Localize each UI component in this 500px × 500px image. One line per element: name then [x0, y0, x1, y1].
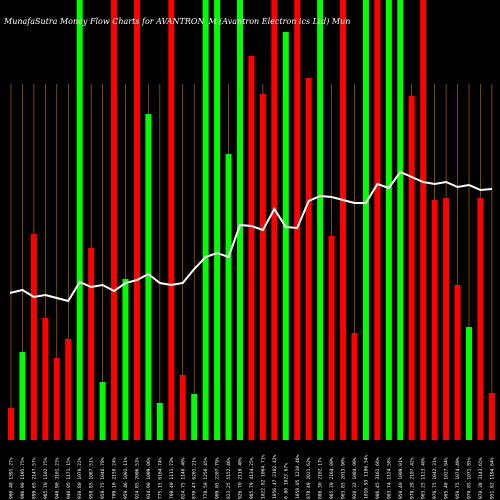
- bar: [385, 0, 392, 440]
- bar: [19, 352, 26, 440]
- x-tick-label: 1058.05 1210.46%: [295, 455, 301, 499]
- bar: [99, 382, 106, 440]
- x-tick-label: 950.75 1074.49%: [455, 457, 461, 499]
- bar: [317, 0, 324, 440]
- bar: [191, 394, 198, 440]
- x-tick-label: 940.05 1171.15%: [66, 457, 72, 499]
- bar: [145, 114, 152, 440]
- x-tick-label: 903.74 1124.58%: [386, 457, 392, 499]
- bar: [30, 234, 37, 440]
- bar: [340, 0, 347, 440]
- bar: [443, 198, 450, 440]
- bar: [202, 0, 209, 440]
- chart-title: MunafaSutra Money Flow Charts for AVANTR…: [3, 17, 350, 26]
- bar: [420, 0, 427, 440]
- x-tick-label: 920.32 1084.09%: [352, 457, 358, 499]
- bar: [477, 198, 484, 440]
- bar: [271, 0, 278, 440]
- x-tick-label: 900.40 1391.27%: [9, 457, 15, 499]
- bar: [408, 96, 415, 440]
- x-tick-label: 899.65 2147.57%: [31, 457, 37, 499]
- x-tick-label: 769.40 1111.73%: [169, 457, 175, 499]
- x-tick-label: 970.85 1071.85%: [467, 457, 473, 499]
- x-tick-label: 906.45 3161.66%: [375, 457, 381, 499]
- bar: [282, 32, 289, 440]
- bar: [133, 0, 140, 440]
- x-tick-label: 823.25 5152.46%: [226, 457, 232, 499]
- x-tick-label: 985.70 1102.75%: [43, 457, 49, 499]
- x-tick-label: 958.75 1046.78%: [100, 457, 106, 499]
- bar: [122, 279, 129, 440]
- x-tick-label: 959.46 1001.11%: [123, 457, 129, 499]
- x-tick-label: 1056.47 2102.42%: [272, 455, 278, 499]
- x-tick-label: 958.85 1087.51%: [89, 457, 95, 499]
- bar: [156, 403, 163, 440]
- x-tick-labels: 900.40 1391.27% 996.90 1195.75% 899.65 214…: [9, 455, 496, 499]
- money-flow-line: [9, 170, 492, 303]
- bar: [305, 78, 312, 440]
- x-tick-label: 878.49 2021.62%: [306, 457, 312, 499]
- bar: [42, 318, 49, 440]
- x-tick-label: 926.70 2110.40%: [238, 457, 244, 499]
- x-tick-label: 976.75 1042.31%: [432, 457, 438, 499]
- x-tick-label: 996.90 1195.75%: [20, 457, 26, 499]
- x-tick-label: 1010.93 1106.54%: [363, 455, 369, 499]
- x-tick-label: 903.85 2013.90%: [341, 457, 347, 499]
- bar: [53, 358, 60, 440]
- bar: [88, 248, 95, 440]
- x-tick-label: 886.30 2102.17%: [318, 457, 324, 499]
- x-tick-label: 909.05 2207.79%: [215, 457, 221, 499]
- x-tick-label: 709.10 2150.24%: [112, 457, 118, 499]
- bar: [488, 393, 495, 440]
- bar: [248, 56, 255, 440]
- bar: [111, 0, 118, 440]
- x-tick-label: 870.47 6201.21%: [192, 457, 198, 499]
- bar: [431, 200, 438, 440]
- bar: [8, 408, 14, 440]
- bar: [351, 333, 358, 440]
- bars: [8, 0, 495, 440]
- x-tick-label: 934.90 1099.06%: [146, 457, 152, 499]
- x-tick-label: 1022.82 1064.71%: [260, 455, 266, 499]
- x-tick-label: 965.39 2164.00%: [329, 457, 335, 499]
- bar: [179, 375, 186, 440]
- x-tick-label: 778.50 1250.45%: [203, 457, 209, 499]
- x-tick-label: 951.82 1194.64%: [489, 457, 495, 499]
- x-tick-label: 930.80 1070.22%: [77, 457, 83, 499]
- x-tick-label: 903.25 1123.40%: [421, 457, 427, 499]
- bar: [294, 0, 301, 440]
- x-tick-label: 978.29 2107.42%: [409, 457, 415, 499]
- x-tick-label: 905.40 1027.04%: [444, 457, 450, 499]
- bar: [374, 0, 381, 440]
- x-tick-label: 950.40 1009.01%: [398, 457, 404, 499]
- x-tick-label: 970.38 3143.65%: [478, 457, 484, 499]
- x-tick-label: 0.00 1023.67%: [283, 463, 289, 499]
- bar: [237, 0, 243, 440]
- x-tick-label: 940.90 3101.23%: [54, 457, 60, 499]
- bar: [65, 339, 72, 440]
- bar: [259, 94, 266, 440]
- bar: [168, 0, 175, 440]
- bar: [397, 0, 404, 440]
- x-tick-label: 824.75 1140.40%: [180, 457, 186, 499]
- bar: [328, 236, 335, 440]
- x-tick-label: 985.79 4134.25%: [249, 457, 255, 499]
- bar: [76, 0, 83, 440]
- bar: [225, 154, 232, 440]
- x-tick-label: 775.15 6164.74%: [157, 457, 163, 499]
- bar: [454, 285, 461, 440]
- bar: [362, 0, 369, 440]
- bar: [214, 0, 221, 440]
- bar: [466, 327, 472, 440]
- x-tick-label: 924.85 2006.53%: [134, 457, 140, 499]
